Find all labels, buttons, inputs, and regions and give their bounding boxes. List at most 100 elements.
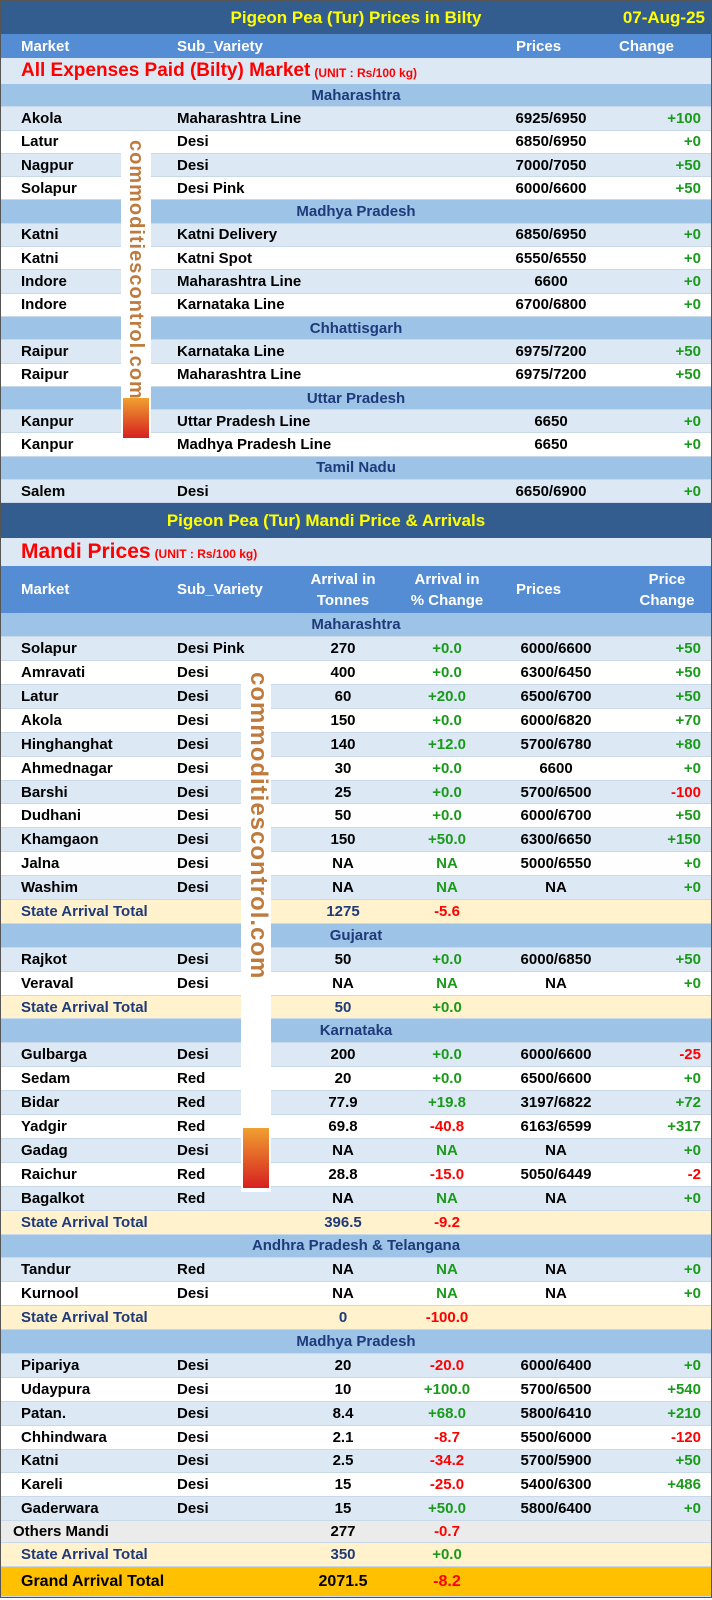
- sub-variety: Desi: [177, 687, 209, 705]
- market-name: Washim: [21, 879, 78, 897]
- arrival-tonnes: 77.9: [328, 1094, 358, 1112]
- arrival-pct-change: -34.2: [429, 1452, 465, 1470]
- table-row: Solapur Desi Pink 270 +0.0 6000/6600 +50: [1, 637, 711, 662]
- price-change: +0: [683, 855, 701, 873]
- sub-variety: Desi: [177, 831, 209, 849]
- market-name: Bagalkot: [21, 1189, 85, 1207]
- table-row: Chhindwara Desi 2.1 -8.7 5500/6000 -120: [1, 1425, 711, 1450]
- arrival-pct-change: +0.0: [432, 711, 462, 729]
- grand-total-arrival: 2071.5: [318, 1572, 368, 1590]
- arrival-pct-change: +0.0: [432, 950, 462, 968]
- mandi-column-header: Market Sub_Variety Arrival in Tonnes Arri…: [1, 566, 711, 614]
- arrival-pct-change: +0.0: [432, 807, 462, 825]
- report-date: 07-Aug-25: [622, 7, 705, 27]
- state-total-label: State Arrival Total: [21, 902, 148, 920]
- state-header: Madhya Pradesh: [1, 1330, 711, 1354]
- arrival-pct-change: +0.0: [432, 759, 462, 777]
- state-header: Uttar Pradesh: [1, 386, 711, 411]
- sub-variety: Red: [177, 1189, 206, 1207]
- price: 5700/5900: [520, 1452, 592, 1470]
- price-change: +0: [683, 1261, 701, 1279]
- table-row: Nagpur Desi 7000/7050 +50: [1, 153, 711, 178]
- market-name: Jalna: [21, 855, 60, 873]
- table-row: Katni Katni Spot 6550/6550 +0: [1, 247, 711, 271]
- sub-variety: Katni Delivery: [177, 226, 278, 244]
- col-change-line1: Price: [648, 570, 686, 588]
- price: 6300/6650: [520, 831, 592, 849]
- table-row: Washim Desi NA NA NA +0: [1, 876, 711, 901]
- market-name: Veraval: [21, 974, 74, 992]
- market-name: Rajkot: [21, 950, 67, 968]
- market-name: Gulbarga: [21, 1046, 87, 1064]
- market-name: Udaypura: [21, 1380, 91, 1398]
- state-total-arrival: 50: [334, 998, 352, 1016]
- price-change: -100: [670, 783, 701, 801]
- market-name: Gadag: [21, 1141, 68, 1159]
- sub-variety: Desi: [177, 711, 209, 729]
- arrival-pct-change: +100.0: [423, 1380, 471, 1398]
- price-change: +210: [667, 1404, 701, 1422]
- bilty-title-bar: Pigeon Pea (Tur) Prices in Bilty 07-Aug-…: [1, 1, 711, 34]
- table-row: Latur Desi 60 +20.0 6500/6700 +50: [1, 685, 711, 709]
- state-header: Andhra Pradesh & Telangana: [1, 1234, 711, 1259]
- state-name: Uttar Pradesh: [306, 389, 406, 407]
- arrival-tonnes: 69.8: [328, 1117, 358, 1135]
- sub-variety: Desi: [177, 1285, 209, 1303]
- price: 5000/6550: [520, 855, 592, 873]
- state-header: Maharashtra: [1, 613, 711, 638]
- table-row: Gadag Desi NA NA NA +0: [1, 1138, 711, 1163]
- market-name: Indore: [21, 273, 67, 291]
- arrival-pct-change: NA: [436, 1261, 458, 1279]
- price-change: +50: [675, 342, 701, 360]
- sub-variety: Desi: [177, 1380, 209, 1398]
- price: 5500/6000: [520, 1428, 592, 1446]
- arrival-pct-change: +68.0: [428, 1404, 466, 1422]
- col-arrival: Arrival in Tonnes: [297, 566, 389, 613]
- arrival-tonnes: 20: [334, 1070, 352, 1088]
- state-total-row: State Arrival Total 0 -100.0: [1, 1306, 711, 1331]
- arrival-tonnes: 15: [334, 1500, 352, 1518]
- watermark-logo: commoditiescontrol.com: [241, 672, 271, 1192]
- sub-variety: Maharashtra Line: [177, 109, 302, 127]
- price: 6550/6550: [515, 249, 587, 267]
- price-change: +50: [675, 664, 701, 682]
- table-row: Bidar Red 77.9 +19.8 3197/6822 +72: [1, 1091, 711, 1116]
- price-change: +0: [683, 436, 701, 454]
- grand-total-label: Grand Arrival Total: [21, 1572, 165, 1590]
- sub-variety: Desi: [177, 735, 209, 753]
- arrival-tonnes: NA: [332, 974, 354, 992]
- arrival-tonnes: 2.5: [332, 1452, 354, 1470]
- bilty-table-body: Maharashtra Akola Maharashtra Line 6925/695…: [1, 84, 711, 504]
- mandi-title-bar: Pigeon Pea (Tur) Mandi Price & Arrivals: [1, 503, 711, 539]
- price: 6700/6800: [515, 296, 587, 314]
- arrival-tonnes: 20: [334, 1356, 352, 1374]
- market-name: Nagpur: [21, 156, 74, 174]
- col-change-line2: Change: [639, 591, 695, 609]
- table-row: Patan. Desi 8.4 +68.0 5800/6410 +210: [1, 1401, 711, 1426]
- price-change: +0: [683, 226, 701, 244]
- arrival-pct-change: +50.0: [428, 831, 466, 849]
- market-name: Akola: [21, 711, 62, 729]
- state-total-label: State Arrival Total: [21, 1546, 148, 1564]
- price: 6163/6599: [520, 1117, 592, 1135]
- price-change: -25: [679, 1046, 701, 1064]
- state-total-label: State Arrival Total: [21, 1213, 148, 1231]
- arrival-tonnes: 277: [330, 1523, 356, 1541]
- price: 6000/6600: [520, 640, 592, 658]
- sub-variety: Red: [177, 1165, 206, 1183]
- arrival-tonnes: 2.1: [332, 1428, 354, 1446]
- price-change: +50: [675, 950, 701, 968]
- price: 6650: [534, 436, 568, 454]
- col-pct-line1: Arrival in: [414, 570, 480, 588]
- sub-variety: Desi: [177, 855, 209, 873]
- sub-variety: Red: [177, 1261, 206, 1279]
- sub-variety: Desi Pink: [177, 640, 245, 658]
- arrival-tonnes: 8.4: [332, 1404, 354, 1422]
- market-name: Solapur: [21, 179, 77, 197]
- mandi-table-body: Maharashtra Solapur Desi Pink 270 +0.0 6000/6…: [1, 613, 711, 1598]
- state-total-row: State Arrival Total 350 +0.0: [1, 1543, 711, 1568]
- price: NA: [545, 1189, 567, 1207]
- table-row: Raipur Maharashtra Line 6975/7200 +50: [1, 363, 711, 387]
- arrival-pct-change: -25.0: [429, 1476, 465, 1494]
- state-total-label: State Arrival Total: [21, 998, 148, 1016]
